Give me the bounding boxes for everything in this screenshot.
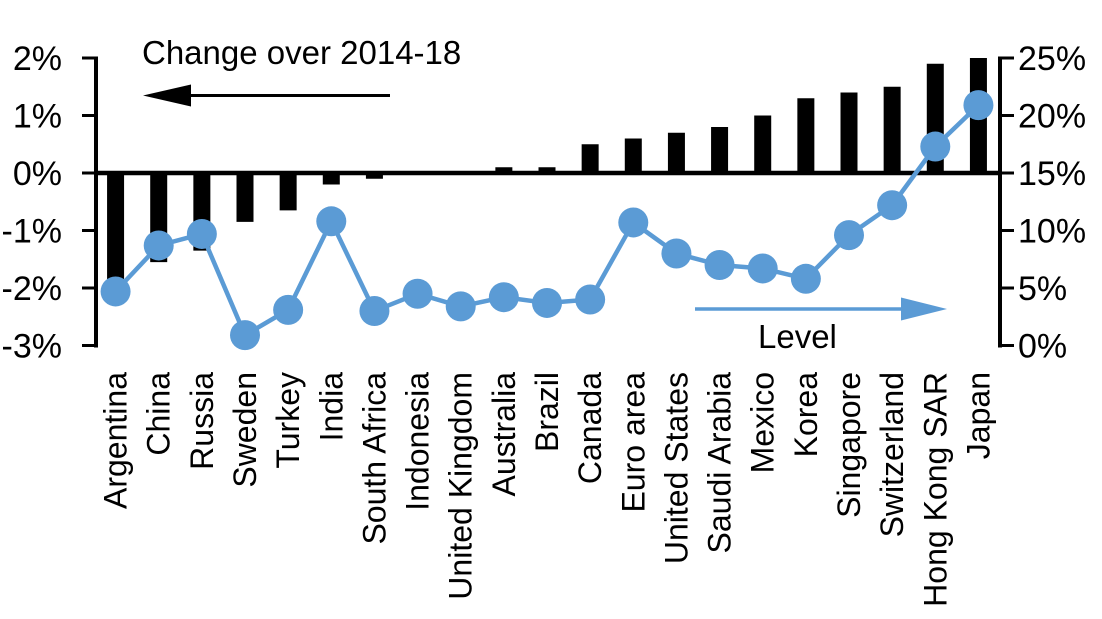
level-point	[532, 287, 562, 318]
left-axis-tick-label: -2%	[2, 270, 62, 308]
bar	[754, 115, 772, 173]
bar	[365, 173, 383, 179]
right-axis-tick-label: 25%	[1018, 40, 1086, 78]
level-point	[963, 90, 994, 121]
bar	[711, 127, 729, 173]
bar-series-annotation: Change over 2014-18	[142, 34, 461, 71]
level-point	[359, 296, 390, 326]
level-point	[747, 253, 778, 284]
bar	[667, 132, 685, 173]
left-axis-tick-label: 0%	[13, 155, 62, 193]
level-point	[402, 278, 433, 309]
level-point	[186, 218, 217, 249]
category-label: Brazil	[529, 372, 565, 452]
right-axis-tick-label: 15%	[1018, 155, 1086, 193]
level-point	[230, 320, 260, 351]
change-arrow-icon	[143, 84, 390, 107]
level-arrow-icon	[695, 297, 947, 321]
category-label: Canada	[572, 372, 608, 484]
level-point	[316, 206, 347, 237]
right-axis-tick-label: 0%	[1018, 328, 1067, 366]
category-label: Japan	[960, 372, 996, 459]
category-label: South Africa	[356, 372, 392, 545]
category-label: Turkey	[270, 372, 306, 469]
category-label: Switzerland	[874, 372, 910, 537]
category-label: Saudi Arabia	[702, 372, 738, 554]
right-axis-tick-label: 20%	[1018, 98, 1086, 136]
level-point	[143, 230, 174, 261]
level-point	[661, 238, 692, 269]
category-label: Indonesia	[400, 372, 436, 511]
category-label: Australia	[486, 372, 522, 497]
category-label: Russia	[184, 372, 220, 470]
category-label: Korea	[788, 372, 824, 458]
left-axis-tick-label: -1%	[2, 213, 62, 251]
bar	[107, 173, 125, 280]
line-series-annotation: Level	[758, 318, 837, 355]
bar	[279, 173, 297, 211]
level-point	[834, 220, 864, 251]
level-point	[575, 284, 606, 315]
bar	[236, 173, 254, 222]
bar	[322, 173, 340, 185]
bar	[495, 167, 513, 173]
level-point	[877, 190, 908, 221]
bar	[883, 86, 901, 173]
right-axis-tick-label: 5%	[1018, 270, 1067, 308]
left-axis-tick-label: 1%	[13, 98, 62, 136]
level-point	[618, 207, 649, 238]
category-label: United States	[658, 372, 694, 564]
bar	[581, 144, 599, 173]
bar	[797, 98, 815, 173]
category-label: India	[313, 372, 349, 442]
category-label: Euro area	[615, 372, 651, 513]
level-point	[273, 294, 304, 325]
bar	[840, 92, 858, 173]
category-label: United Kingdom	[443, 372, 479, 600]
right-axis-tick-label: 10%	[1018, 213, 1086, 251]
bar	[624, 138, 642, 173]
level-point	[488, 282, 519, 313]
level-point	[100, 276, 131, 307]
bar	[538, 167, 556, 173]
category-label: Sweden	[227, 372, 263, 488]
category-label: Hong Kong SAR	[917, 372, 953, 607]
category-label: Mexico	[745, 372, 781, 473]
left-axis-tick-label: 2%	[13, 40, 62, 78]
level-point	[704, 250, 735, 280]
category-label: Singapore	[831, 372, 867, 518]
level-point	[445, 291, 476, 322]
level-point	[920, 131, 951, 162]
left-axis-tick-label: -3%	[2, 328, 62, 366]
category-label: China	[141, 372, 177, 456]
category-label: Argentina	[98, 372, 134, 509]
level-point	[790, 263, 821, 294]
